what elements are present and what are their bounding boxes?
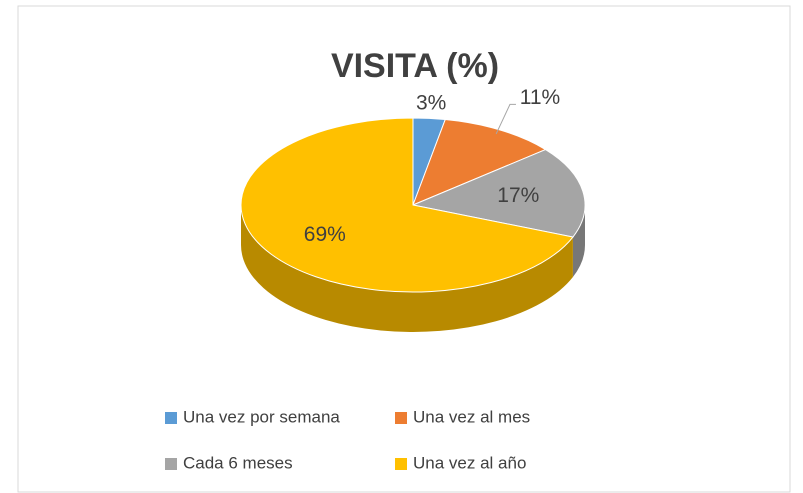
data-label: 3% [416,92,446,115]
legend-label: Cada 6 meses [183,453,293,472]
legend-label: Una vez al mes [413,407,530,426]
data-label: 11% [520,86,560,109]
data-label: 17% [497,184,539,207]
pie-slice [412,119,547,206]
legend-label: Una vez al año [413,453,526,472]
legend-swatch [165,412,177,424]
legend-swatch [395,412,407,424]
legend-label: Una vez por semana [183,407,340,426]
leader-line [495,103,516,135]
chart-title: VISITA (%) [331,47,499,85]
data-label: 69% [304,223,346,246]
pie-side [572,205,585,278]
pie-side [241,205,573,332]
legend-swatch [395,458,407,470]
legend-swatch [165,458,177,470]
pie-slice [240,117,574,293]
pie-slice [411,148,586,238]
